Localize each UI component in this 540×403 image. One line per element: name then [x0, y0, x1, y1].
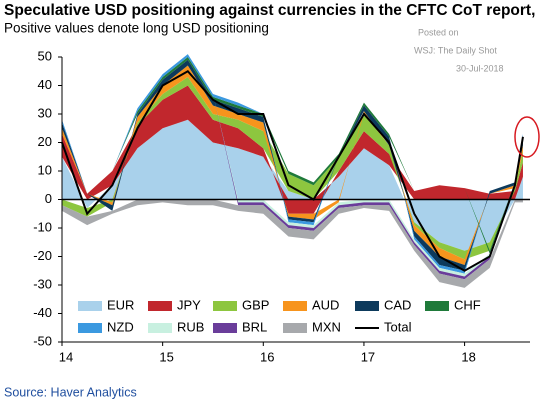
- y-tick-label: 10: [38, 162, 52, 177]
- legend-label: CHF: [454, 297, 481, 312]
- legend-label: BRL: [242, 319, 267, 334]
- legend-label: RUB: [177, 319, 204, 334]
- legend-label: AUD: [312, 297, 339, 312]
- x-tick-label: 18: [461, 349, 475, 364]
- legend-label: NZD: [107, 319, 134, 334]
- y-tick-label: 40: [38, 77, 52, 92]
- legend-swatch: [355, 301, 379, 311]
- chart-title: Speculative USD positioning against curr…: [4, 2, 540, 19]
- x-tick-label: 17: [361, 349, 375, 364]
- legend-swatch: [78, 323, 102, 333]
- y-tick-label: 20: [38, 134, 52, 149]
- y-tick-label: -30: [33, 276, 52, 291]
- legend-label: Total: [384, 319, 412, 334]
- highlight-circle: [514, 116, 540, 158]
- y-tick-label: -50: [33, 333, 52, 348]
- legend-label: CAD: [384, 297, 411, 312]
- legend-box: [72, 292, 482, 338]
- y-tick-label: -10: [33, 219, 52, 234]
- legend-swatch: [425, 301, 449, 311]
- chart-subtitle: Positive values denote long USD position…: [4, 21, 269, 36]
- x-tick-label: 15: [159, 349, 173, 364]
- y-tick-label: 50: [38, 48, 52, 63]
- legend-swatch: [283, 301, 307, 311]
- legend-label: MXN: [312, 319, 341, 334]
- legend-swatch: [148, 323, 172, 333]
- legend-swatch: [213, 301, 237, 311]
- source: Source: Haver Analytics: [4, 385, 137, 399]
- legend-label: JPY: [177, 297, 201, 312]
- legend-swatch: [283, 323, 307, 333]
- x-tick-label: 14: [59, 349, 73, 364]
- legend-swatch: [213, 323, 237, 333]
- legend-label: EUR: [107, 297, 134, 312]
- area: [62, 85, 523, 214]
- annotation: WSJ: The Daily Shot: [414, 45, 497, 55]
- y-tick-label: -40: [33, 305, 52, 320]
- y-tick-label: 0: [45, 191, 52, 206]
- y-tick-label: 30: [38, 105, 52, 120]
- annotation: 30-Jul-2018: [456, 63, 504, 73]
- legend-swatch: [148, 301, 172, 311]
- y-tick-label: -20: [33, 248, 52, 263]
- x-tick-label: 16: [260, 349, 274, 364]
- annotation: Posted on: [418, 27, 459, 37]
- area: [62, 119, 523, 251]
- total-line: [61, 69, 524, 272]
- legend-label: GBP: [242, 297, 269, 312]
- legend-swatch: [78, 301, 102, 311]
